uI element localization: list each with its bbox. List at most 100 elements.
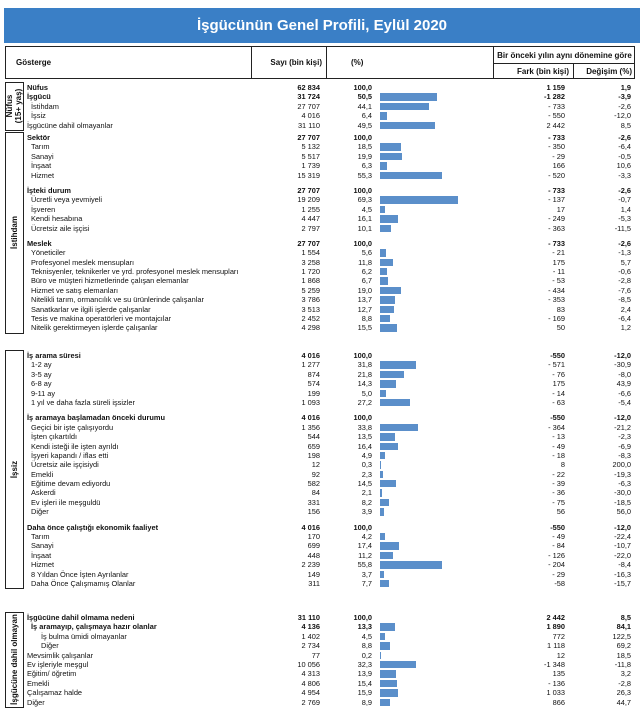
row-label: Diğer (31, 507, 49, 517)
table-row: 8 Yıldan Önce İşten Ayrılanlar 149 3,7 - 29… (5, 570, 635, 579)
section-1: İstihdam Sektör 27 707 100,0 - 733 -2,6 Tarım 5… (5, 132, 635, 334)
percent-bar (380, 670, 396, 678)
row-diff: - 733 (548, 185, 565, 195)
table-row: Emekli 4 806 15,4 - 136 -2,8 (5, 679, 635, 688)
table-row: İş aramaya başlamadan önceki durumu 4 016… (5, 413, 635, 422)
row-percent: 100,0 (353, 133, 373, 142)
row-count: 331 (307, 497, 320, 507)
row-diff: - 249 (548, 214, 565, 224)
row-diff: 1 118 (547, 641, 565, 651)
row-diff: -550 (550, 413, 565, 423)
row-change: 8,5 (620, 613, 631, 622)
row-percent: 8,2 (361, 497, 372, 507)
table-row: Hizmet 15 319 55,3 - 520 -3,3 (5, 171, 635, 180)
row-change: 69,2 (616, 641, 631, 651)
row-change: 1,9 (620, 83, 631, 92)
table-header: Gösterge Sayı (bin kişi) (%) Bir önceki … (5, 46, 635, 79)
table-row: İşyeri kapandı / iflas etti 198 4,9 - 18 -8,… (5, 451, 635, 460)
row-percent: 2,3 (361, 469, 372, 479)
row-count: 1 554 (301, 248, 321, 258)
row-diff: -550 (550, 351, 565, 360)
table-row: Çalışamaz halde 4 954 15,9 1 033 26,3 (5, 688, 635, 697)
row-percent: 15,4 (357, 678, 372, 688)
row-diff: - 22 (552, 469, 565, 479)
table-row: Eğitime devam ediyordu 582 14,5 - 39 -6,3 (5, 479, 635, 488)
row-change: -30,9 (614, 360, 631, 370)
table-row: Diğer 156 3,9 56 56,0 (5, 507, 635, 516)
table-row: Teknisyenler, teknikerler ve yrd. profes… (5, 267, 635, 276)
row-label: İşteki durum (27, 185, 71, 195)
table-row: 1 yıl ve daha fazla süreli işsizler 1 093… (5, 398, 635, 407)
table-row: İş aramayıp, çalışmaya hazır olanlar 4 13… (5, 622, 635, 631)
row-count: 1 277 (301, 360, 321, 370)
header-diff: Fark (bin kişi) (516, 66, 569, 76)
table-row: Yöneticiler 1 554 5,6 - 21 -1,3 (5, 248, 635, 257)
row-label: Nitelik gerektirmeyen işlerde çalışanlar (31, 323, 158, 333)
row-count: 62 834 (297, 83, 320, 92)
row-change: 43,9 (616, 379, 631, 389)
row-change: -6,9 (618, 441, 631, 451)
table-row: 1-2 ay 1 277 31,8 - 571 -30,9 (5, 360, 635, 369)
row-label: İş bulma ümidi olmayanlar (41, 631, 127, 641)
percent-bar (380, 315, 390, 323)
row-change: -2,6 (618, 133, 631, 142)
row-count: 1 255 (301, 204, 321, 214)
row-count: 1 720 (301, 267, 321, 277)
row-percent: 8,8 (361, 314, 372, 324)
page-title: İşgücünün Genel Profili, Eylül 2020 (4, 8, 640, 43)
row-percent: 4,2 (361, 532, 372, 542)
row-percent: 5,0 (361, 388, 372, 398)
row-diff: 135 (552, 669, 565, 679)
row-label: İşgücüne dahil olmama nedeni (27, 613, 135, 622)
section-label: İşgücüne dahil olmayan (5, 612, 24, 708)
row-label: İşsiz (31, 111, 46, 121)
row-diff: - 137 (548, 195, 565, 205)
row-diff: 8 (560, 460, 565, 470)
table-row: 6-8 ay 574 14,3 175 43,9 (5, 379, 635, 388)
header-percent: (%) (351, 58, 364, 67)
row-diff: 2 442 (546, 613, 566, 622)
row-diff: - 49 (552, 441, 565, 451)
section-label: İşsiz (5, 350, 24, 590)
row-change: -2,3 (618, 432, 631, 442)
row-count: 1 739 (301, 161, 321, 171)
table-row: Mevsimlik çalışanlar 77 0,2 12 18,5 (5, 651, 635, 660)
table-row: Diğer 2 769 8,9 866 44,7 (5, 698, 635, 707)
table-row: Ücretsiz aile işçisiydi 12 0,3 8 200,0 (5, 460, 635, 469)
percent-bar (380, 498, 390, 507)
table-row: Meslek 27 707 100,0 - 733 -2,6 (5, 239, 635, 248)
table-row: Kendi hesabına 4 447 16,1 - 249 -5,3 (5, 214, 635, 223)
row-change: -0,5 (618, 151, 631, 161)
row-change: -8,0 (618, 369, 631, 379)
row-label: İş arama süresi (27, 351, 81, 360)
row-percent: 100,0 (353, 522, 373, 532)
row-change: 10,6 (616, 161, 631, 171)
row-change: -6,4 (618, 314, 631, 324)
table-row: Nüfus 62 834 100,0 1 159 1,9 (5, 83, 635, 92)
table-row: İnşaat 448 11,2 - 126 -22,0 (5, 551, 635, 560)
row-percent: 55,3 (357, 170, 372, 180)
row-label: Mevsimlik çalışanlar (27, 650, 94, 660)
percent-bar (380, 480, 397, 488)
percent-bar (380, 277, 388, 285)
row-diff: 175 (552, 257, 565, 267)
row-diff: - 733 (548, 101, 565, 111)
row-count: 199 (307, 388, 320, 398)
row-label: Diğer (41, 641, 59, 651)
row-count: 3 258 (301, 257, 321, 267)
row-diff: 17 (556, 204, 565, 214)
row-change: 1,4 (620, 204, 631, 214)
percent-bar (380, 152, 403, 161)
row-change: -19,3 (614, 469, 631, 479)
percent-bar (380, 442, 399, 450)
table-row: Kendi isteği ile işten ayrıldı 659 16,4 - 4… (5, 442, 635, 451)
row-percent: 12,7 (357, 304, 372, 314)
row-count: 4 016 (301, 111, 321, 121)
row-label: İşten çıkartıldı (31, 432, 78, 442)
row-diff: - 550 (548, 111, 565, 121)
table-row: Profesyonel meslek mensupları 3 258 11,8 17… (5, 258, 635, 267)
percent-bar (380, 143, 401, 151)
row-percent: 100,0 (353, 413, 373, 423)
row-percent: 21,8 (357, 369, 372, 379)
row-percent: 100,0 (353, 613, 373, 622)
